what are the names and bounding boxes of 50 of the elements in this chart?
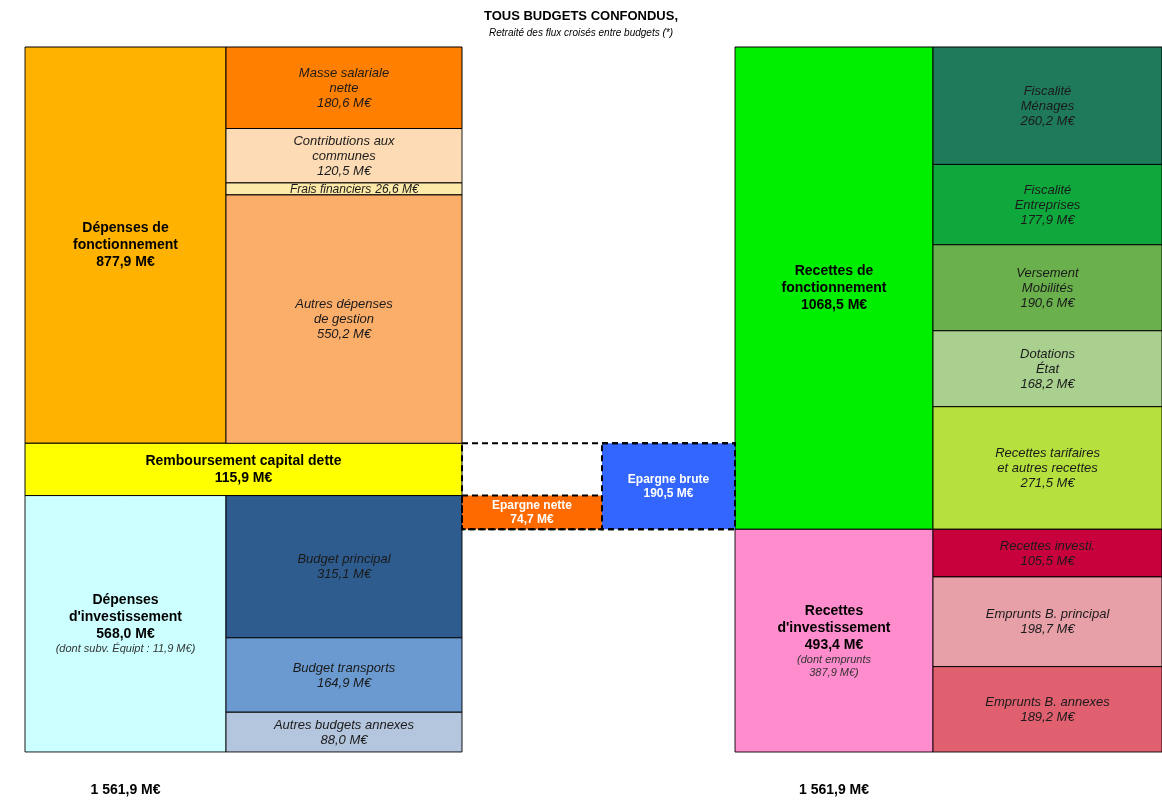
category-label: Autres budgets annexes	[272, 716, 415, 732]
category-label: Recettes tarifaires et autres recettes	[995, 444, 1101, 475]
category-label: Fiscalité Ménages	[1020, 82, 1075, 113]
data-label: 74,7 M€	[510, 512, 555, 527]
data-label: 115,9 M€	[214, 468, 273, 485]
data-label: 26,6 M€	[374, 181, 420, 196]
data-label: 105,5 M€	[1020, 552, 1076, 568]
data-label: 168,2 M€	[1020, 375, 1076, 391]
category-label: Frais financiers	[289, 181, 372, 196]
category-label: Versement Mobilités	[1016, 264, 1081, 295]
text: TOUS BUDGETS CONFONDUS,	[483, 8, 679, 23]
data-label: 164,9 M€	[316, 674, 372, 690]
category-label: Recettes d'investissement	[777, 601, 891, 635]
data-label: 190,6 M€	[1020, 294, 1076, 310]
category-label: Remboursement capital dette	[145, 451, 342, 468]
text: (dont subv. Équipt : 11,9 M€)	[55, 642, 196, 655]
text: 1 561,9 M€	[798, 781, 870, 797]
category-label: Budget transports	[292, 659, 396, 675]
data-label: 260,2 M€	[1019, 112, 1076, 128]
data-label: 550,2 M€	[316, 326, 372, 342]
category-label: Contributions aux communes	[293, 132, 396, 163]
data-label: 271,5 M€	[1019, 474, 1076, 490]
category-label: Recettes investi.	[999, 537, 1096, 553]
data-label: 315,1 M€	[316, 566, 372, 582]
category-label: Fiscalité Entreprises	[1014, 181, 1081, 212]
data-label: 177,9 M€	[1020, 211, 1076, 227]
text: 1 561,9 M€	[90, 781, 161, 797]
category-label: Emprunts B. principal	[985, 606, 1111, 622]
category-label: Dotations État	[1020, 345, 1076, 376]
text: (dont emprunts 387,9 M€)	[797, 652, 872, 678]
data-label: 88,0 M€	[320, 731, 369, 747]
data-label: 180,6 M€	[316, 94, 372, 110]
category-label: Autres dépenses de gestion	[294, 296, 394, 327]
category-label: Masse salariale nette	[298, 64, 390, 95]
category-label: Emprunts B. annexes	[985, 693, 1111, 709]
category-label: Epargne nette	[491, 498, 573, 513]
category-label: Epargne brute	[627, 472, 710, 487]
data-label: 1068,5 M€	[800, 296, 868, 313]
data-label: 198,7 M€	[1020, 621, 1076, 637]
category-label: Dépenses de fonctionnement	[73, 219, 179, 253]
category-label: Recettes de fonctionnement	[781, 262, 887, 296]
data-label: 877,9 M€	[96, 253, 155, 270]
text: Retraité des flux croisés entre budgets (*)	[489, 27, 673, 38]
category-label: Dépenses d'investissement	[68, 591, 183, 625]
data-label: 190,5 M€	[643, 486, 694, 501]
data-label: 568,0 M€	[96, 625, 155, 642]
data-label: 493,4 M€	[804, 635, 864, 652]
data-label: 120,5 M€	[316, 162, 372, 178]
category-label: Budget principal	[297, 551, 392, 567]
data-label: 189,2 M€	[1020, 708, 1076, 724]
